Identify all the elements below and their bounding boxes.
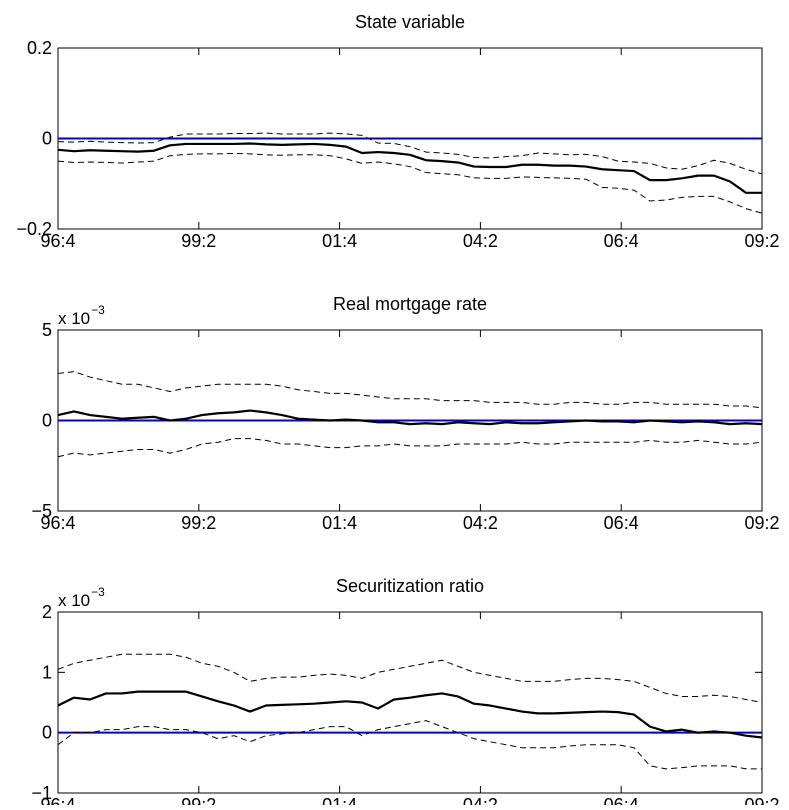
panel-3-title: Securitization ratio	[336, 576, 484, 596]
panel-1-xtick-label: 99:2	[181, 231, 216, 251]
panel-2-series-median	[57, 409, 763, 426]
panel-2-xtick-label: 09:2	[744, 513, 779, 533]
panel-3-xtick-label: 09:2	[744, 795, 779, 805]
panel-2-series-upper	[57, 371, 763, 409]
panel-3-series-lower	[57, 720, 762, 770]
panel-1-xtick-label: 01:4	[322, 231, 357, 251]
panel-2-ytick-label: −5	[31, 501, 52, 521]
panel-2-exponent-label: x 10	[58, 309, 90, 328]
panel-state-variable: State variable −0.2 0 0.2 96:4 99:2 01:4 04:2 06…	[16, 12, 779, 251]
panel-1-ytick-label: −0.2	[16, 219, 52, 239]
panel-3-ytick-label: 0	[42, 723, 52, 743]
panel-2-xtick-label: 99:2	[181, 513, 216, 533]
panel-2-ytick-label: 0	[42, 411, 52, 431]
panel-1-ytick-label: 0	[42, 129, 52, 149]
panel-real-mortgage-rate: Real mortgage rate x 10 −3 −5 0 5 96:4 99:2 01:4…	[31, 294, 779, 533]
panel-2-xtick-label: 04:2	[463, 513, 498, 533]
panel-2-xtick-label: 06:4	[604, 513, 639, 533]
panel-2-series-lower	[57, 438, 763, 458]
panel-3-series-median	[57, 690, 763, 739]
panel-2-title: Real mortgage rate	[333, 294, 487, 314]
panel-3-xtick-label: 06:4	[604, 795, 639, 805]
panel-1-series-upper	[57, 132, 763, 175]
panel-3-exponent-label: x 10	[58, 591, 90, 610]
panel-1-xtick-label: 09:2	[744, 231, 779, 251]
panel-3-ytick-label: 2	[42, 602, 52, 622]
panel-1-xtick-label: 06:4	[604, 231, 639, 251]
panel-securitization-ratio: Securitization ratio x 10 −3 −1 0 1 2 96:4 99:2 0…	[31, 576, 779, 810]
panel-3-exponent-power: −3	[91, 585, 105, 599]
panel-3-xtick-label: 04:2	[463, 795, 498, 805]
panel-3-axes-box	[57, 611, 763, 794]
panel-3-ytick-label: 1	[42, 662, 52, 682]
panel-2-xtick-label: 01:4	[322, 513, 357, 533]
panel-1-ytick-label: 0.2	[27, 38, 52, 58]
panel-1-series-lower	[57, 152, 763, 214]
panel-1-title: State variable	[355, 12, 465, 32]
panel-2-exponent-power: −3	[91, 303, 105, 317]
panel-3-xtick-label: 99:2	[181, 795, 216, 805]
panel-2-xtick-label: 96:4	[40, 513, 75, 533]
panel-1-xtick-label: 96:4	[40, 231, 75, 251]
panel-1-series-median	[57, 142, 762, 194]
panel-3-xtick-label: 01:4	[322, 795, 357, 805]
panel-3-series-upper	[57, 653, 763, 703]
panel-3-ytick-label: −1	[31, 783, 52, 803]
panel-3-xtick-label: 96:4	[40, 795, 75, 805]
panel-1-xtick-label: 04:2	[463, 231, 498, 251]
panel-2-ytick-label: 5	[42, 320, 52, 340]
